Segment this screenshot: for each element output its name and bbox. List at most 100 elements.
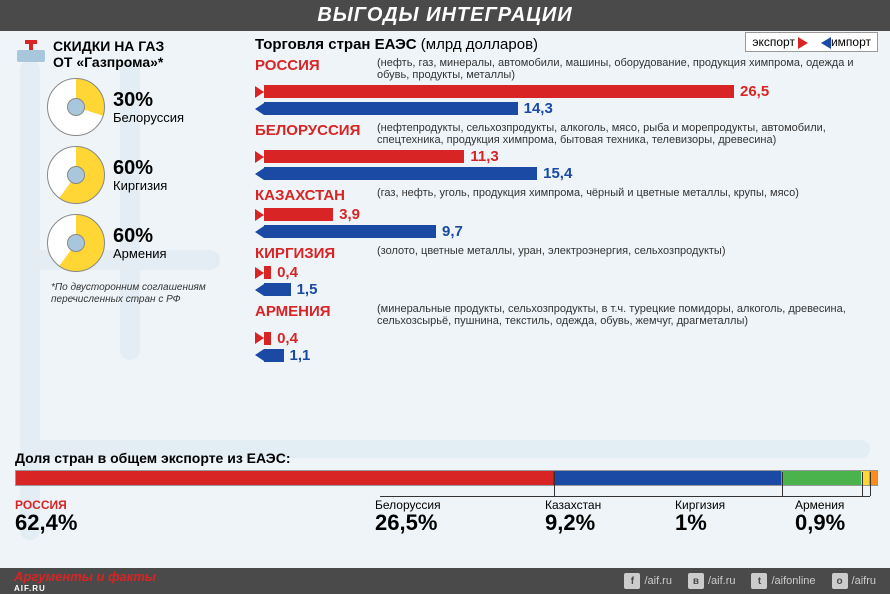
gas-discounts-section: СКИДКИ НА ГАЗ ОТ «Газпрома»* 30%Белорусс… — [15, 38, 240, 306]
country-block: БЕЛОРУССИЯ (нефтепродукты, сельхозпродукт… — [255, 122, 878, 181]
country-name: КИРГИЗИЯ — [255, 245, 367, 262]
share-title: Доля стран в общем экспорте из ЕАЭС: — [15, 450, 878, 466]
social-link[interactable]: f/aif.ru — [624, 573, 672, 589]
share-pct: 26,5% — [375, 512, 441, 534]
social-link[interactable]: t/aifonline — [751, 573, 815, 589]
import-bar: 1,5 — [255, 282, 878, 297]
export-arrow-icon — [798, 37, 808, 49]
export-value: 3,9 — [339, 206, 360, 223]
country-block: КАЗАХСТАН (газ, нефть, уголь, продукция х… — [255, 187, 878, 239]
import-bar: 14,3 — [255, 101, 878, 116]
pie-pct: 60% — [113, 226, 167, 246]
export-arrow-icon — [255, 267, 264, 279]
country-desc: (газ, нефть, уголь, продукция химпрома, … — [377, 187, 878, 199]
trade-title: Торговля стран ЕАЭС — [255, 36, 417, 53]
country-name: БЕЛОРУССИЯ — [255, 122, 367, 139]
export-value: 0,4 — [277, 264, 298, 281]
tick-line — [862, 472, 863, 496]
export-value: 0,4 — [277, 330, 298, 347]
share-pct: 0,9% — [795, 512, 845, 534]
stack-segment — [781, 471, 860, 485]
gas-valve-icon — [15, 38, 47, 66]
export-bar: 0,4 — [255, 331, 878, 346]
share-pct: 9,2% — [545, 512, 601, 534]
export-arrow-icon — [255, 86, 264, 98]
country-desc: (минеральные продукты, сельхозпродукты, … — [377, 303, 878, 327]
social-text: /aifonline — [771, 575, 815, 587]
stack-segment — [16, 471, 553, 485]
country-block: КИРГИЗИЯ (золото, цветные металлы, уран, … — [255, 245, 878, 297]
social-text: /aif.ru — [644, 575, 672, 587]
social-link[interactable]: o/aifru — [832, 573, 876, 589]
country-desc: (нефть, газ, минералы, автомобили, машин… — [377, 57, 878, 81]
footer-logo: Аргументы и фактыAIF.RU — [14, 569, 156, 593]
import-arrow-icon — [821, 37, 831, 49]
export-value: 26,5 — [740, 83, 769, 100]
share-pct: 62,4% — [15, 512, 77, 534]
social-text: /aif.ru — [708, 575, 736, 587]
share-label: РОССИЯ62,4% — [15, 498, 77, 534]
social-icon: o — [832, 573, 848, 589]
pie-pct: 60% — [113, 158, 167, 178]
export-arrow-icon — [255, 209, 264, 221]
gas-title-1: СКИДКИ НА ГАЗ — [53, 38, 164, 54]
import-arrow-icon — [255, 349, 264, 361]
social-icon: t — [751, 573, 767, 589]
import-value: 1,1 — [290, 347, 311, 364]
export-arrow-icon — [255, 151, 264, 163]
country-desc: (нефтепродукты, сельхозпродукты, алкогол… — [377, 122, 878, 146]
export-bar: 3,9 — [255, 207, 878, 222]
trade-subtitle: (млрд долларов) — [421, 36, 538, 53]
stack-segment — [553, 471, 781, 485]
country-desc: (золото, цветные металлы, уран, электроэ… — [377, 245, 878, 257]
import-arrow-icon — [255, 168, 264, 180]
legend: экспорт импорт — [745, 32, 878, 52]
social-text: /aifru — [852, 575, 876, 587]
import-value: 14,3 — [524, 100, 553, 117]
pie-icon — [47, 78, 105, 136]
import-bar: 15,4 — [255, 166, 878, 181]
pie-pct: 30% — [113, 90, 184, 110]
pie-icon — [47, 214, 105, 272]
pie-row: 60%Армения — [15, 214, 240, 272]
social-link[interactable]: в/aif.ru — [688, 573, 736, 589]
share-label: Казахстан9,2% — [545, 498, 601, 534]
tick-line — [870, 472, 871, 496]
import-arrow-icon — [255, 284, 264, 296]
pie-label: Киргизия — [113, 178, 167, 193]
country-block: РОССИЯ (нефть, газ, минералы, автомобили,… — [255, 57, 878, 116]
tick-line — [554, 472, 555, 496]
export-value: 11,3 — [470, 148, 498, 165]
export-arrow-icon — [255, 332, 264, 344]
share-label: Белоруссия26,5% — [375, 498, 441, 534]
pie-label: Белоруссия — [113, 110, 184, 125]
import-bar: 1,1 — [255, 348, 878, 363]
pie-icon — [47, 146, 105, 204]
pie-row: 60%Киргизия — [15, 146, 240, 204]
country-block: АРМЕНИЯ (минеральные продукты, сельхозпро… — [255, 303, 878, 362]
import-arrow-icon — [255, 226, 264, 238]
country-name: АРМЕНИЯ — [255, 303, 367, 320]
export-bar: 26,5 — [255, 84, 878, 99]
export-bar: 0,4 — [255, 265, 878, 280]
page-title: ВЫГОДЫ ИНТЕГРАЦИИ — [0, 0, 890, 31]
import-value: 9,7 — [442, 223, 463, 240]
import-arrow-icon — [255, 103, 264, 115]
share-stacked-bar — [15, 470, 878, 486]
share-label: Киргизия1% — [675, 498, 725, 534]
share-pct: 1% — [675, 512, 725, 534]
share-label: Армения0,9% — [795, 498, 845, 534]
gas-footnote: *По двусторонним соглашениям перечисленн… — [15, 282, 240, 306]
country-name: РОССИЯ — [255, 57, 367, 74]
social-icon: f — [624, 573, 640, 589]
pie-label: Армения — [113, 246, 167, 261]
gas-title-2: ОТ «Газпрома»* — [53, 54, 164, 70]
import-bar: 9,7 — [255, 224, 878, 239]
trade-section: Торговля стран ЕАЭС (млрд долларов) РОСС… — [255, 36, 878, 369]
tick-line — [782, 472, 783, 496]
export-bar: 11,3 — [255, 149, 878, 164]
footer: Аргументы и фактыAIF.RU f/aif.ruв/aif.ru… — [0, 568, 890, 594]
import-value: 15,4 — [543, 165, 572, 182]
import-value: 1,5 — [297, 281, 318, 298]
country-name: КАЗАХСТАН — [255, 187, 367, 204]
